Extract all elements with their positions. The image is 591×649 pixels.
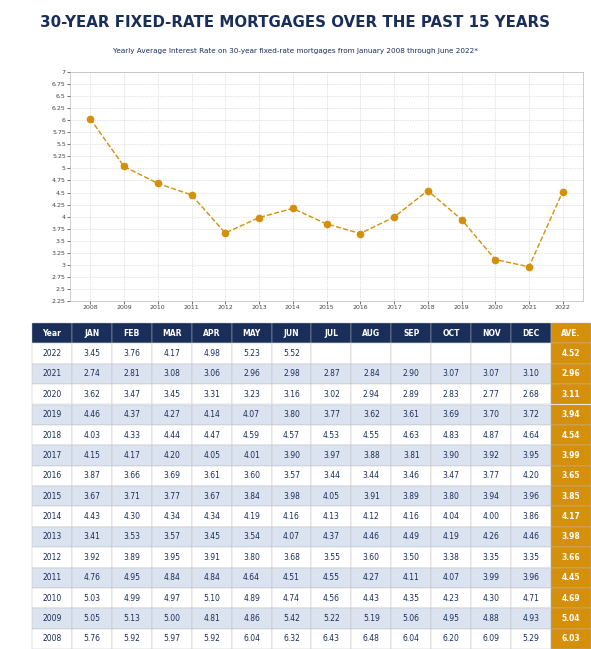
Text: 30-YEAR FIXED-RATE MORTGAGES OVER THE PAST 15 YEARS: 30-YEAR FIXED-RATE MORTGAGES OVER THE PA… [41,15,550,30]
Text: AVERAGE YEARLY INTEREST RATE HISTORY: AVERAGE YEARLY INTEREST RATE HISTORY [12,116,18,275]
Text: OVERVIEW 2007 - 2022: OVERVIEW 2007 - 2022 [12,441,18,532]
Text: Yearly Average Interest Rate on 30-year fixed-rate mortgages from January 2008 t: Yearly Average Interest Rate on 30-year … [113,47,478,54]
